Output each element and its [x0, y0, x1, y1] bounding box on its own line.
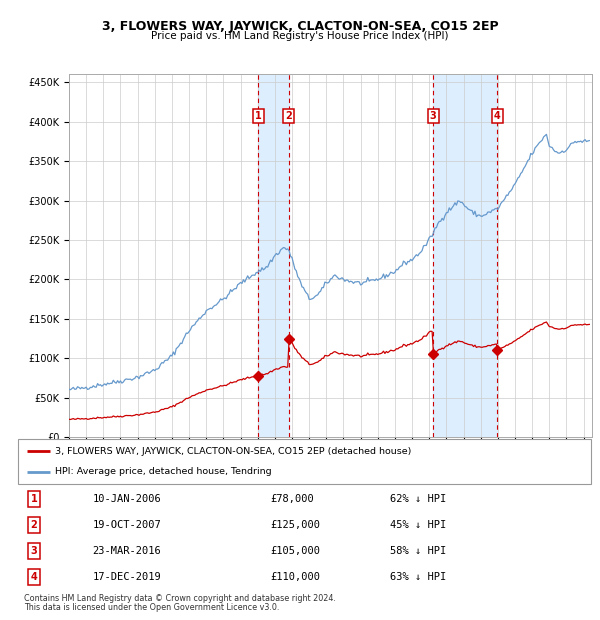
Text: 63% ↓ HPI: 63% ↓ HPI [391, 572, 446, 582]
Text: 4: 4 [31, 572, 37, 582]
Text: 4: 4 [494, 111, 500, 121]
Text: 3: 3 [31, 546, 37, 556]
Text: This data is licensed under the Open Government Licence v3.0.: This data is licensed under the Open Gov… [24, 603, 280, 612]
Text: 62% ↓ HPI: 62% ↓ HPI [391, 494, 446, 504]
Text: 23-MAR-2016: 23-MAR-2016 [92, 546, 161, 556]
Text: 1: 1 [255, 111, 262, 121]
FancyBboxPatch shape [18, 439, 591, 484]
Text: 45% ↓ HPI: 45% ↓ HPI [391, 520, 446, 530]
Text: Price paid vs. HM Land Registry's House Price Index (HPI): Price paid vs. HM Land Registry's House … [151, 31, 449, 41]
Text: £105,000: £105,000 [270, 546, 320, 556]
Text: £78,000: £78,000 [270, 494, 314, 504]
Text: £125,000: £125,000 [270, 520, 320, 530]
Text: Contains HM Land Registry data © Crown copyright and database right 2024.: Contains HM Land Registry data © Crown c… [24, 594, 336, 603]
Text: 2: 2 [285, 111, 292, 121]
Bar [258, 74, 289, 437]
Text: 3, FLOWERS WAY, JAYWICK, CLACTON-ON-SEA, CO15 2EP (detached house): 3, FLOWERS WAY, JAYWICK, CLACTON-ON-SEA,… [55, 446, 412, 456]
Text: 1: 1 [31, 494, 37, 504]
Text: 58% ↓ HPI: 58% ↓ HPI [391, 546, 446, 556]
Text: 3, FLOWERS WAY, JAYWICK, CLACTON-ON-SEA, CO15 2EP: 3, FLOWERS WAY, JAYWICK, CLACTON-ON-SEA,… [101, 20, 499, 33]
Text: 19-OCT-2007: 19-OCT-2007 [92, 520, 161, 530]
Text: HPI: Average price, detached house, Tendring: HPI: Average price, detached house, Tend… [55, 467, 272, 476]
Text: 3: 3 [430, 111, 437, 121]
Text: 17-DEC-2019: 17-DEC-2019 [92, 572, 161, 582]
Text: 2: 2 [31, 520, 37, 530]
Bar [433, 74, 497, 437]
Text: £110,000: £110,000 [270, 572, 320, 582]
Text: 10-JAN-2006: 10-JAN-2006 [92, 494, 161, 504]
